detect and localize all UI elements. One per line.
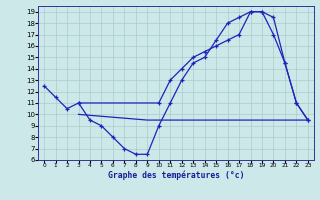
- X-axis label: Graphe des températures (°c): Graphe des températures (°c): [108, 171, 244, 180]
